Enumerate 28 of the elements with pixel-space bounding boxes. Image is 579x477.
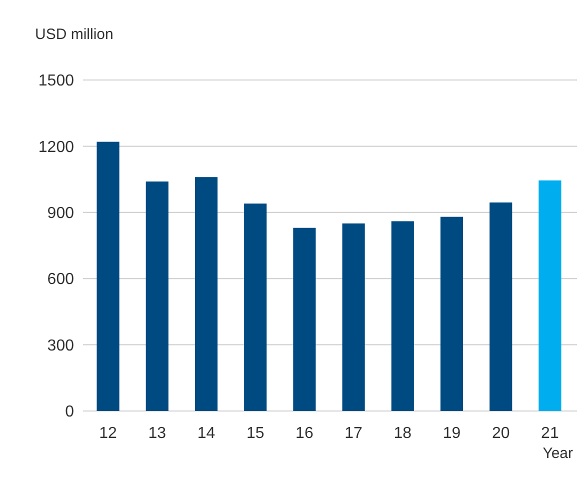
x-axis-title: Year: [542, 445, 573, 462]
bar: [440, 216, 464, 411]
y-tick-label: 600: [47, 271, 74, 288]
y-tick-label: 0: [65, 404, 74, 421]
bar: [490, 202, 512, 411]
x-tick-label: 15: [246, 425, 264, 442]
bar: [244, 204, 267, 411]
x-tick-label: 19: [442, 425, 461, 442]
bar: [538, 180, 562, 411]
x-tick-label: 21: [541, 425, 559, 442]
x-tick-label: 16: [296, 425, 314, 442]
x-tick-label: 17: [344, 425, 363, 442]
bar: [96, 142, 120, 411]
x-tick-label: 18: [394, 425, 412, 442]
x-tick-label: 14: [197, 425, 216, 442]
y-tick-label: 900: [47, 205, 74, 222]
bar: [342, 223, 365, 411]
x-tick-label: 13: [148, 425, 166, 442]
bar: [293, 228, 316, 411]
bar: [146, 182, 168, 411]
bar: [391, 221, 414, 411]
x-tick-label: 12: [99, 425, 118, 442]
y-tick-label: 1500: [38, 72, 74, 90]
y-axis-title: USD million: [35, 26, 114, 43]
x-tick-label: 20: [492, 425, 510, 442]
y-tick-label: 300: [47, 337, 74, 354]
y-tick-label: 1200: [38, 138, 74, 156]
bar: [194, 177, 218, 411]
